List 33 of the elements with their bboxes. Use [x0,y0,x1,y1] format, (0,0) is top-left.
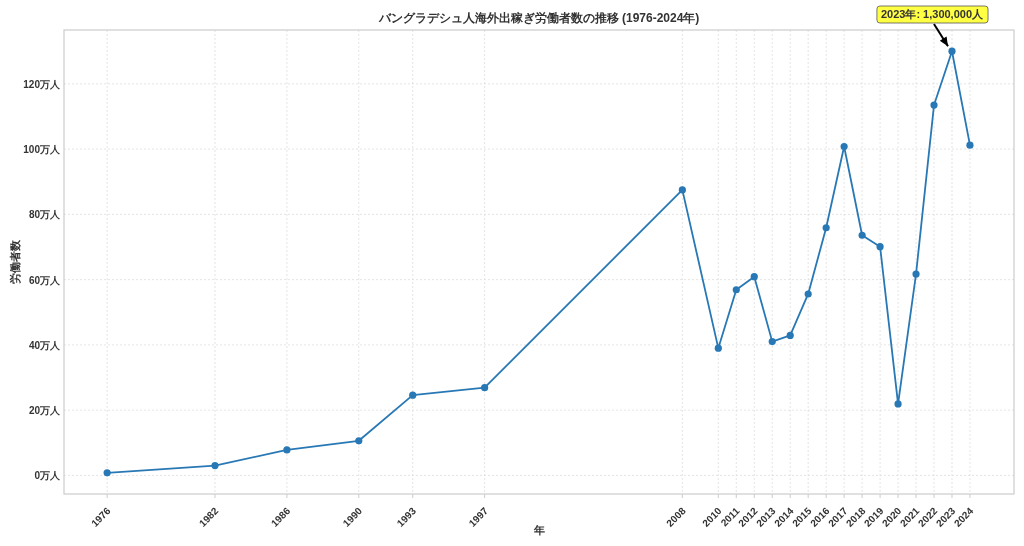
annotation: 2023年: 1,300,000人 [880,8,985,21]
y-tick-label: 20万人 [28,405,61,417]
point [768,338,776,346]
point [804,290,812,298]
y-axis-title: 労働者数 [9,239,21,284]
chart-title: バングラデシュ人海外出稼ぎ労働者数の推移 (1976-2024年) [377,11,700,25]
x-axis-title: 年 [532,524,545,536]
point [840,142,848,151]
point [103,469,111,477]
point [409,391,417,399]
point [930,101,938,109]
point [786,331,794,340]
point [283,446,291,454]
point [822,224,830,232]
point [211,462,219,470]
point [894,400,902,408]
point [714,344,722,352]
point [481,384,489,392]
y-tick-label: 100万人 [23,144,61,156]
point [750,273,758,281]
point [355,437,363,445]
point [912,270,920,278]
y-tick-label: 0万人 [34,470,61,482]
point [876,243,884,251]
point [948,47,956,55]
point [966,141,974,149]
point [858,231,866,239]
point [678,186,686,194]
point [732,286,740,294]
y-tick-label: 80万人 [28,209,61,221]
y-tick-label: 60万人 [28,274,61,286]
y-tick-label: 40万人 [28,339,61,351]
y-tick-label: 120万人 [23,78,61,90]
